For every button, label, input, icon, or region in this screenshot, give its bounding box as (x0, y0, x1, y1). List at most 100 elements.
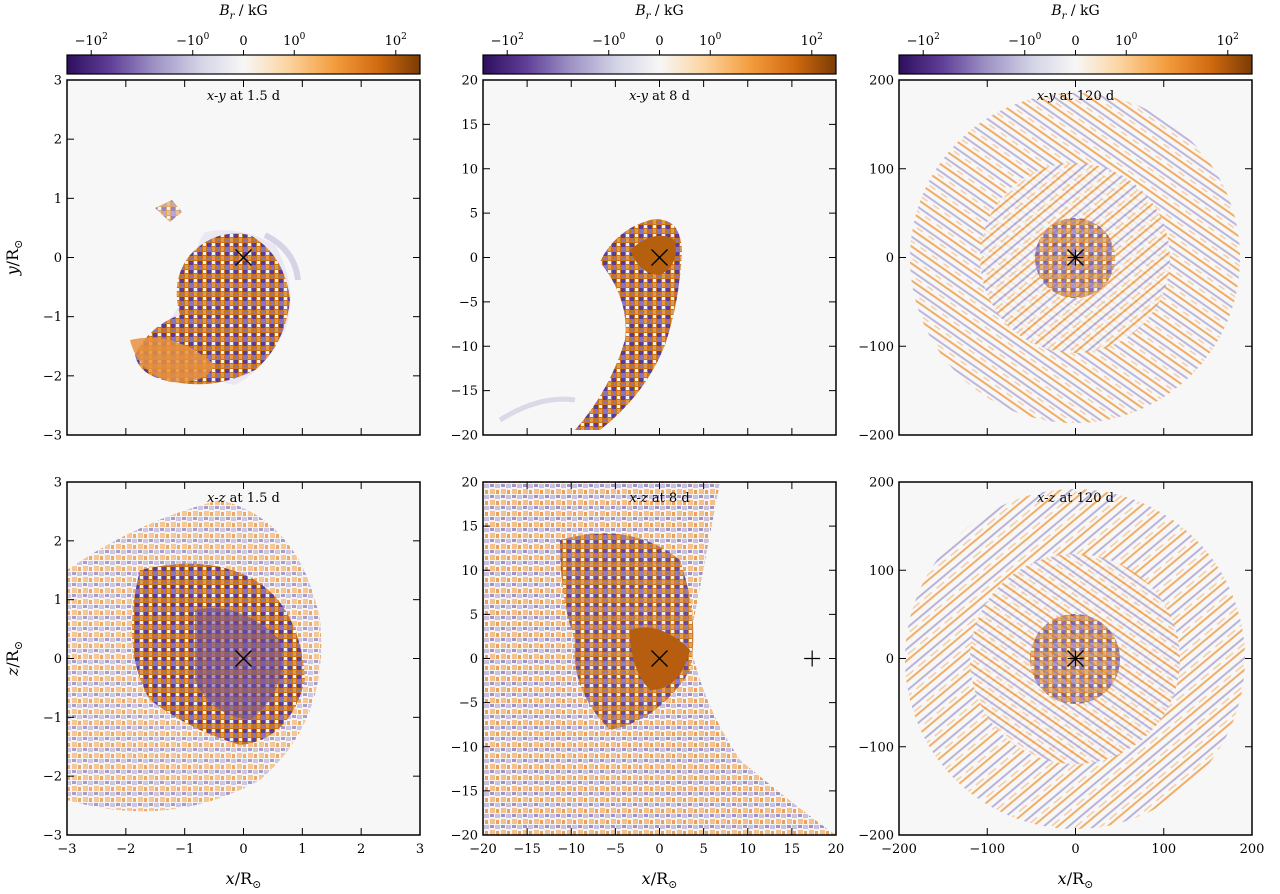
panel-title: x-z at 8 d (629, 491, 689, 506)
x-axis-label-col-1: x/R⊙ (642, 869, 678, 891)
x-tick-label: 10 (739, 842, 756, 857)
y-axis-label-row-0: y/R⊙ (3, 240, 25, 277)
x-tick-label: 3 (416, 842, 424, 857)
plus-marker (804, 650, 821, 667)
y-tick-label: 100 (869, 564, 894, 579)
y-tick-label: −20 (451, 829, 478, 844)
y-axis-label-row-1: z/R⊙ (3, 641, 25, 677)
colorbar-2: Br / kG −102 −100 0 100 102 (898, 3, 1253, 75)
colorbar-tick-label: 102 (1217, 32, 1239, 49)
y-tick-label: −10 (451, 740, 478, 755)
y-tick-label: −1 (43, 711, 62, 726)
y-tick-label: −10 (451, 340, 478, 355)
x-tick-label: −1 (175, 842, 194, 857)
panel-title: x-z at 120 d (1037, 491, 1114, 506)
y-tick-label: −15 (451, 384, 478, 399)
x-tick-label: 20 (828, 842, 845, 857)
colorbar-label: Br / kG (1050, 3, 1099, 22)
panel-2-axes: −200 −100 0 100 200 x-y at 120 d (858, 74, 1253, 444)
y-tick-label: −2 (43, 369, 62, 384)
y-tick-label: 3 (54, 74, 62, 89)
y-tick-label: −200 (858, 429, 894, 444)
panel-title: x-y at 1.5 d (207, 89, 280, 104)
colorbar-tick-label: −102 (75, 32, 108, 49)
axis-labels: y/R⊙ z/R⊙ x/R⊙ x/R⊙ x/R⊙ (3, 240, 1093, 891)
y-tick-label: −2 (43, 770, 62, 785)
x-marker (235, 650, 252, 667)
y-tick-label: −5 (459, 696, 478, 711)
colorbar-0: Br / kG −102 −100 0 100 102 (66, 3, 421, 75)
y-tick-label: 0 (54, 652, 62, 667)
x-tick-label: −20 (469, 842, 496, 857)
colorbar-1: Br / kG −102 −100 0 100 102 (482, 3, 837, 75)
panel-0-axes: −3 −2 −1 0 1 2 3 x-y at 1.5 d (43, 74, 421, 444)
colorbar-tick-label: −100 (1008, 32, 1041, 49)
x-axis-label-col-2: x/R⊙ (1058, 869, 1094, 891)
panel-title: x-y at 120 d (1037, 89, 1114, 104)
colorbar-tick-label: 100 (1115, 32, 1138, 49)
y-tick-label: 10 (461, 162, 478, 177)
y-tick-label: 2 (54, 534, 62, 549)
x-tick-label: 200 (1240, 842, 1265, 857)
y-tick-label: −1 (43, 310, 62, 325)
y-tick-label: 15 (461, 520, 478, 535)
panel-5-axes: −200 −100 0 100 200 −200 −100 0 100 200 x-z at 120… (858, 476, 1264, 858)
y-tick-label: −200 (858, 829, 894, 844)
colorbar-label: Br / kG (634, 3, 683, 22)
y-tick-label: 1 (54, 593, 62, 608)
colorbar-label: Br / kG (218, 3, 267, 22)
colorbar-tick-label: 102 (385, 32, 407, 49)
plus-marker (1067, 249, 1084, 266)
y-tick-label: −100 (858, 340, 894, 355)
x-axis-label-col-0: x/R⊙ (226, 869, 262, 891)
x-tick-label: 0 (1071, 842, 1079, 857)
y-tick-label: 15 (461, 118, 478, 133)
colorbar-tick-label: 0 (239, 34, 247, 49)
y-tick-label: 200 (869, 74, 894, 89)
x-tick-label: 15 (784, 842, 801, 857)
y-tick-label: 0 (470, 652, 478, 667)
x-tick-label: −2 (116, 842, 135, 857)
y-tick-label: 200 (869, 476, 894, 491)
y-tick-label: 20 (461, 476, 478, 491)
y-tick-label: 100 (869, 162, 894, 177)
x-tick-label: −100 (969, 842, 1005, 857)
y-tick-label: −15 (451, 784, 478, 799)
colorbar-tick-label: −100 (176, 32, 209, 49)
x-marker (651, 650, 668, 667)
y-tick-label: −3 (43, 429, 62, 444)
x-marker (235, 249, 252, 266)
x-tick-label: −3 (57, 842, 76, 857)
colorbar-gradient (482, 54, 837, 75)
colorbar-tick-label: 100 (283, 32, 306, 49)
y-tick-label: 20 (461, 74, 478, 89)
panel-title: x-z at 1.5 d (207, 491, 280, 506)
colorbar-tick-label: 0 (655, 34, 663, 49)
panel-1-axes: −20 −15 −10 −5 0 5 10 15 20 x-y at 8 d (451, 74, 837, 444)
y-tick-label: 5 (470, 207, 478, 222)
y-tick-label: −100 (858, 740, 894, 755)
colorbar-gradient (898, 54, 1253, 75)
x-tick-label: 5 (699, 842, 707, 857)
panel-3-axes: −3 −2 −1 0 1 2 3 −3 −2 −1 0 1 2 3 x-z at 1.5 d (43, 476, 424, 858)
colorbars: Br / kG −102 −100 0 100 102 Br / kG −102 −100 0 10… (66, 3, 1253, 75)
y-tick-label: 0 (54, 251, 62, 266)
panel-4-axes: −20 −15 −10 −5 0 5 10 15 20 −20 −15 −10 −5 0 5 10 15 20 x-… (451, 476, 845, 858)
x-tick-label: 100 (1151, 842, 1176, 857)
x-tick-label: −10 (558, 842, 585, 857)
colorbar-tick-label: 102 (801, 32, 823, 49)
y-tick-label: 1 (54, 192, 62, 207)
y-tick-label: −20 (451, 429, 478, 444)
colorbar-tick-label: −102 (491, 32, 524, 49)
y-tick-label: 10 (461, 564, 478, 579)
y-tick-label: 5 (470, 608, 478, 623)
colorbar-tick-label: 0 (1071, 34, 1079, 49)
y-tick-label: −5 (459, 295, 478, 310)
y-tick-label: 0 (470, 251, 478, 266)
panel-1-image (483, 80, 836, 435)
x-tick-label: −200 (881, 842, 917, 857)
colorbar-tick-label: −102 (907, 32, 940, 49)
y-tick-label: 0 (886, 251, 894, 266)
